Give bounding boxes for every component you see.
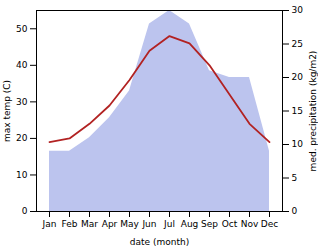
svg-text:25: 25 — [292, 39, 303, 49]
svg-text:30: 30 — [292, 5, 304, 15]
svg-text:Apr: Apr — [102, 219, 118, 229]
svg-text:Jan: Jan — [42, 219, 57, 229]
svg-text:30: 30 — [16, 97, 28, 107]
svg-text:Feb: Feb — [62, 219, 78, 229]
svg-text:Jun: Jun — [141, 219, 156, 229]
svg-text:Sep: Sep — [201, 219, 218, 229]
svg-text:date (month): date (month) — [130, 237, 189, 247]
svg-text:0: 0 — [292, 206, 298, 216]
svg-text:50: 50 — [16, 24, 28, 34]
svg-text:10: 10 — [292, 139, 304, 149]
svg-text:max temp (C): max temp (C) — [2, 80, 12, 142]
svg-text:5: 5 — [292, 173, 298, 183]
svg-text:med. precipitation (kg/m2): med. precipitation (kg/m2) — [308, 51, 318, 172]
svg-text:15: 15 — [292, 106, 303, 116]
svg-text:20: 20 — [292, 72, 304, 82]
svg-text:20: 20 — [16, 133, 28, 143]
svg-text:Mar: Mar — [81, 219, 98, 229]
svg-text:Oct: Oct — [222, 219, 238, 229]
svg-text:10: 10 — [16, 170, 28, 180]
svg-text:May: May — [120, 219, 139, 229]
svg-text:Jul: Jul — [163, 219, 175, 229]
svg-text:40: 40 — [16, 60, 28, 70]
svg-text:Dec: Dec — [261, 219, 278, 229]
svg-text:Nov: Nov — [241, 219, 259, 229]
svg-text:Aug: Aug — [181, 219, 199, 229]
svg-text:0: 0 — [22, 206, 28, 216]
